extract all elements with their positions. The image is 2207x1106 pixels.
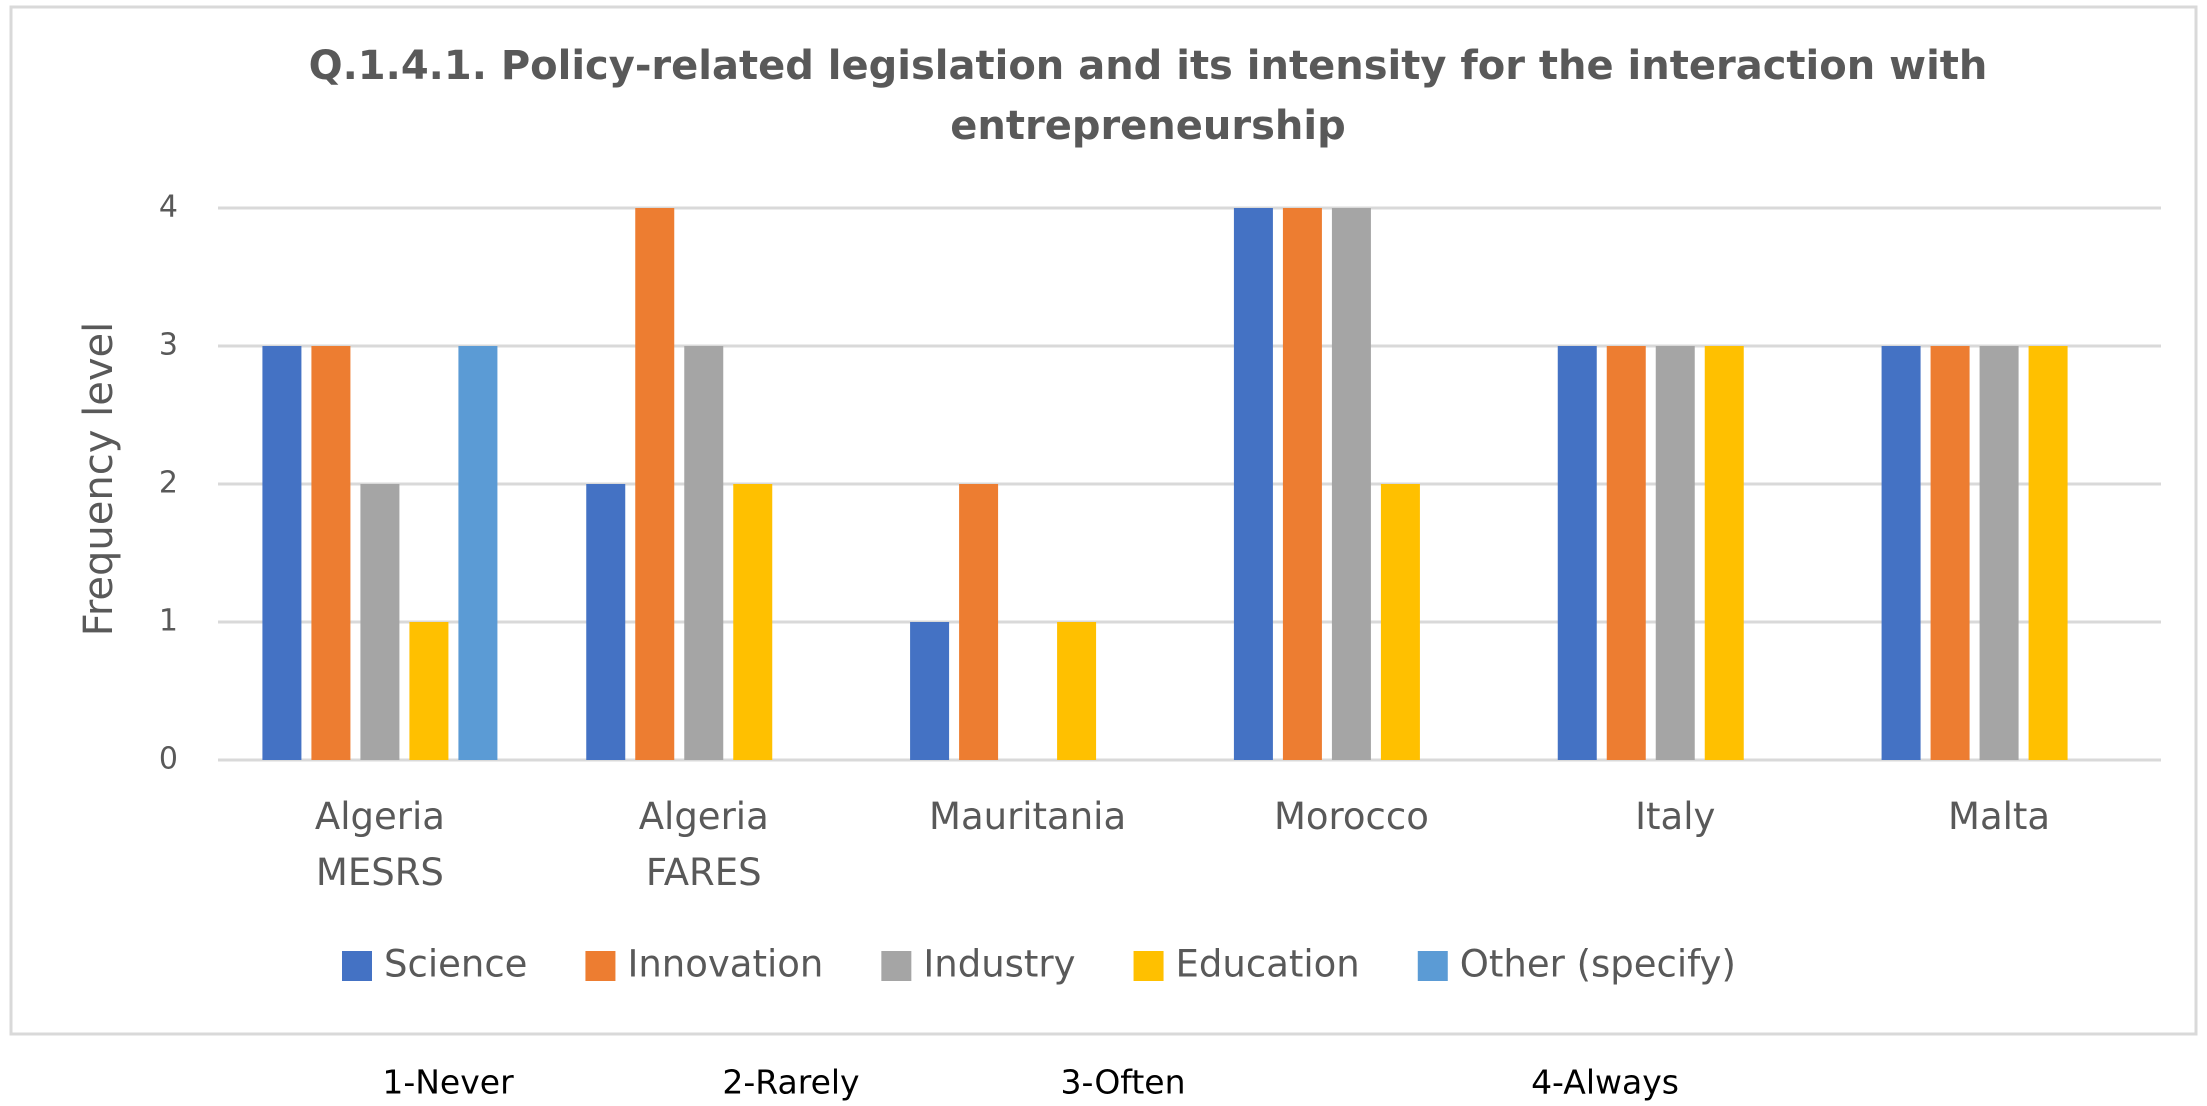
bar bbox=[1655, 346, 1695, 760]
bar bbox=[1930, 346, 1970, 760]
footnote: 4-Always bbox=[1531, 1063, 1679, 1102]
bar bbox=[586, 484, 626, 760]
legend-label: Innovation bbox=[627, 943, 823, 986]
y-tick-label: 2 bbox=[159, 466, 178, 501]
footnote: 3-Often bbox=[1061, 1063, 1186, 1102]
bar bbox=[1704, 346, 1744, 760]
legend-swatch bbox=[585, 951, 616, 981]
x-tick-label: Italy bbox=[1635, 795, 1715, 838]
bar bbox=[635, 208, 675, 760]
y-tick-label: 1 bbox=[159, 604, 178, 639]
bar bbox=[1881, 346, 1921, 760]
bar bbox=[262, 346, 302, 760]
legend-swatch bbox=[1133, 951, 1164, 981]
bar bbox=[1380, 484, 1420, 760]
bar bbox=[1979, 346, 2019, 760]
bar bbox=[959, 484, 999, 760]
x-tick-label: Algeria MESRS bbox=[315, 795, 445, 894]
bar bbox=[910, 622, 950, 760]
bar bbox=[311, 346, 351, 760]
x-tick-label: Malta bbox=[1948, 795, 2050, 838]
bar bbox=[409, 622, 449, 760]
y-tick-label: 3 bbox=[159, 328, 178, 363]
bar bbox=[1282, 208, 1322, 760]
bar bbox=[360, 484, 400, 760]
bar bbox=[1233, 208, 1273, 760]
legend-label: Industry bbox=[923, 943, 1075, 986]
y-axis-label: Frequency level bbox=[76, 322, 122, 636]
legend-swatch bbox=[1417, 951, 1448, 981]
legend-label: Other (specify) bbox=[1460, 943, 1736, 986]
bar bbox=[1331, 208, 1371, 760]
legend-label: Science bbox=[384, 943, 527, 986]
legend-swatch bbox=[342, 951, 372, 981]
bar bbox=[1606, 346, 1646, 760]
bar bbox=[684, 346, 724, 760]
footnote: 2-Rarely bbox=[722, 1063, 859, 1102]
x-tick-label: Algeria FARES bbox=[639, 795, 769, 894]
legend-label: Education bbox=[1176, 943, 1360, 986]
bar bbox=[1557, 346, 1597, 760]
footnote: 1-Never bbox=[382, 1063, 514, 1102]
bar bbox=[733, 484, 773, 760]
y-tick-label: 0 bbox=[159, 742, 178, 777]
bar bbox=[1057, 622, 1097, 760]
bar bbox=[2028, 346, 2068, 760]
x-tick-label: Mauritania bbox=[929, 795, 1126, 838]
chart-title: Q.1.4.1. Policy-related legislation and … bbox=[309, 43, 1988, 149]
x-tick-label: Morocco bbox=[1274, 795, 1429, 838]
legend-swatch bbox=[881, 951, 912, 981]
bar bbox=[458, 346, 498, 760]
y-tick-label: 4 bbox=[159, 190, 178, 225]
